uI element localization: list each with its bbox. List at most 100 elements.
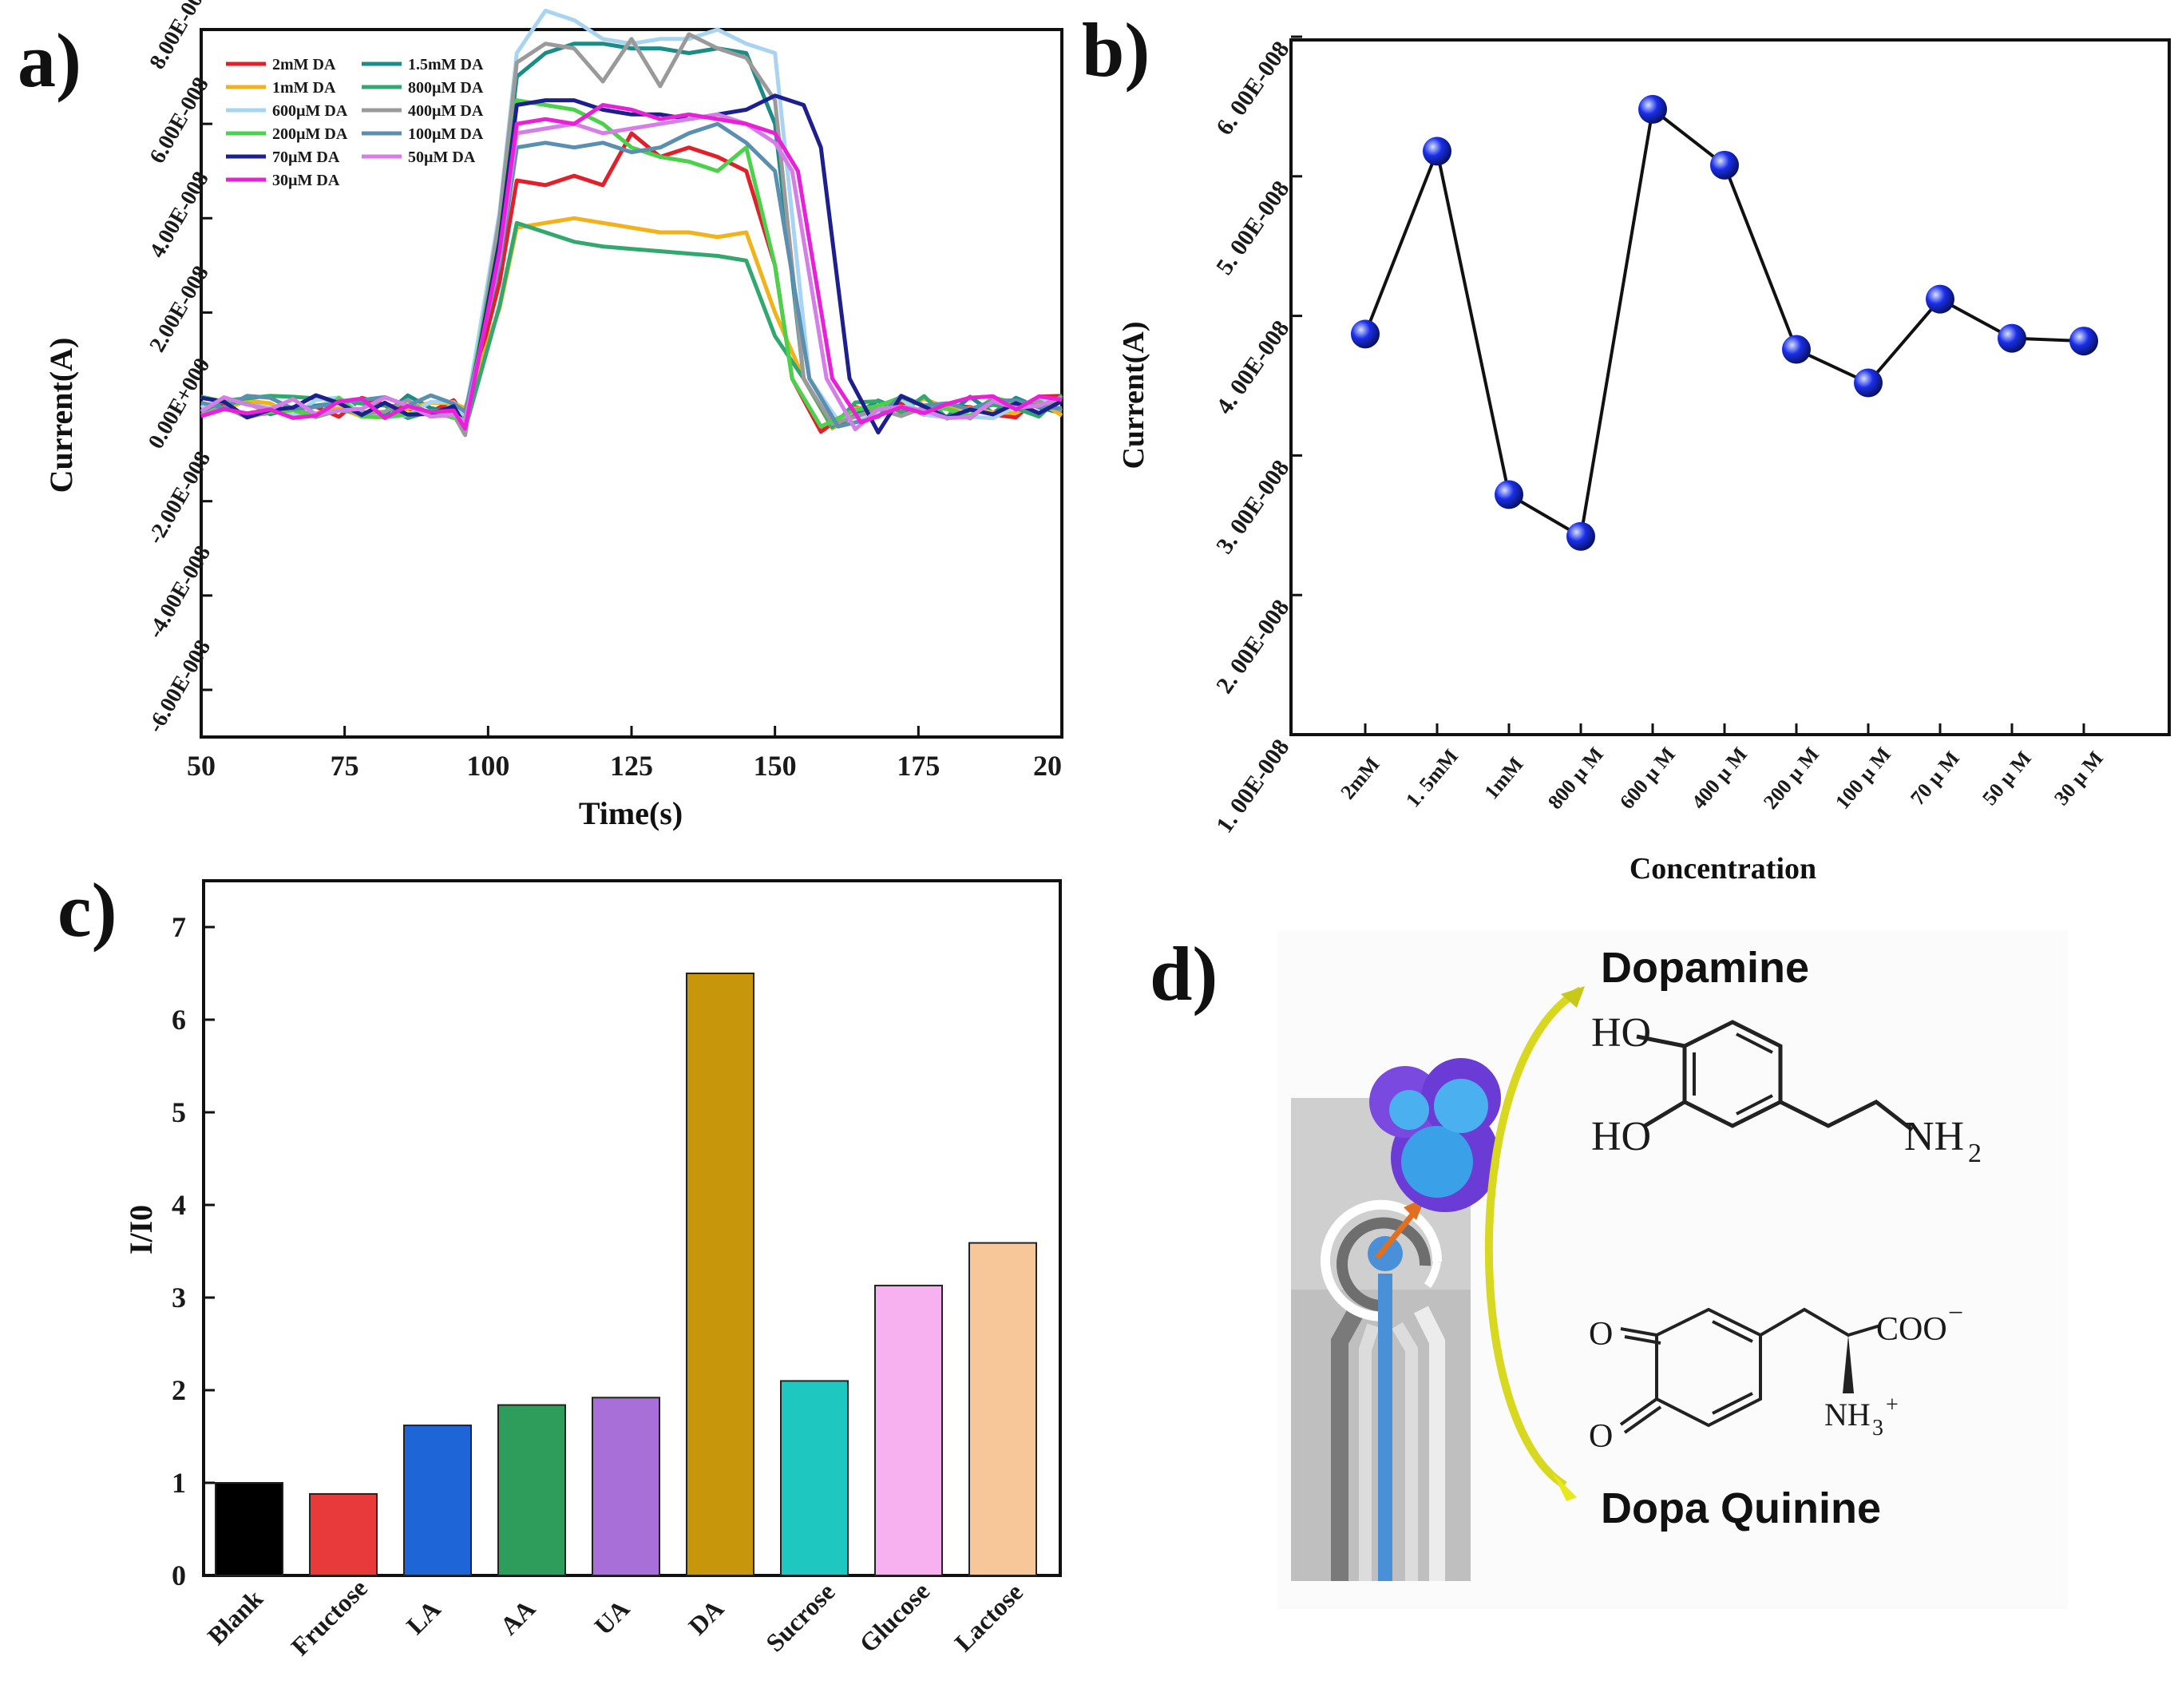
panel-c-bar (874, 1284, 943, 1577)
dopa-quinone-structure (1619, 1307, 1881, 1434)
panel-c-ylabel: I/I0 (123, 1205, 159, 1254)
panel-a: a) -6.00E-008-4.00E-008-2.00E-0080.00E+0… (18, 0, 1063, 831)
panel-b-data-point (1998, 323, 2026, 353)
panel-b-data-point (1710, 150, 1739, 180)
panel-b-xtick-label: 2mM (1336, 753, 1384, 804)
panel-b-xlabel: Concentration (1630, 852, 1816, 886)
quinone-ammonium-subscript: 3 (1872, 1416, 1883, 1441)
panel-d: d) (1150, 930, 2068, 1609)
quinone-ammonium: NH (1824, 1397, 1871, 1433)
panel-a-label: a) (18, 18, 81, 103)
dopamine-hydroxyl-1: HO (1591, 1010, 1651, 1056)
panel-c-xtick-label: Sucrose (760, 1577, 840, 1657)
panel-c-bar (497, 1404, 566, 1577)
panel-a-ytick-label: -4.00E-008 (143, 541, 216, 643)
panel-b-ylabel: Current(A) (1117, 321, 1150, 469)
panel-a-xtick-label: 100 (466, 750, 509, 782)
panel-a-series-line (200, 42, 1063, 430)
panel-c-bar (309, 1492, 378, 1577)
panel-b-xtick-label: 600 µ M (1615, 743, 1680, 814)
quinone-oxygen-1: O (1589, 1316, 1613, 1353)
dopa-quinine-name: Dopa Quinine (1601, 1484, 1881, 1532)
panel-b-data-point (1782, 335, 1811, 364)
panel-b-xtick-label: 1. 5mM (1401, 745, 1463, 812)
panel-b-label: b) (1082, 7, 1150, 93)
panel-b-xtick-label: 400 µ M (1687, 743, 1752, 814)
panel-c-bar (780, 1380, 849, 1577)
panel-a-xtick-label: 50 (187, 750, 216, 782)
arrow-head-bottom-icon (1553, 1473, 1577, 1501)
panel-a-xtick-label: 125 (610, 750, 653, 782)
panel-b-ytick-label: 1. 00E-008 (1211, 735, 1294, 838)
panel-b-data-point (1495, 480, 1523, 509)
panel-c-xtick-label: Glucose (853, 1576, 935, 1658)
panel-b-data-point (1638, 94, 1667, 124)
panel-c-ytick-label: 0 (172, 1559, 186, 1591)
panel-c-bar (215, 1482, 283, 1576)
conversion-arrow (1484, 986, 1583, 1489)
dopamine-amine-subscript: 2 (1968, 1139, 1982, 1168)
quinone-carboxylate-charge: − (1948, 1298, 1963, 1328)
panel-b-xtick-label: 800 µ M (1543, 743, 1608, 814)
panel-a-xtick-label: 175 (897, 750, 940, 782)
panel-a-legend-label: 30µM DA (272, 172, 340, 189)
panel-a-legend-label: 200µM DA (272, 125, 348, 143)
panel-c-bar (592, 1397, 660, 1577)
panel-a-xtick-label: 150 (754, 750, 797, 782)
panel-c-ytick-label: 4 (172, 1189, 186, 1221)
panel-c-bar (686, 973, 754, 1576)
panel-b-data-point (1854, 368, 1883, 398)
panel-a-ytick-label: 8.00E-008 (145, 0, 213, 73)
panel-b-data-point (2069, 327, 2098, 356)
panel-c-xtick-label: Lactose (948, 1577, 1028, 1657)
panel-b-data-point (1351, 319, 1380, 349)
panel-c-xtick-label: LA (401, 1595, 446, 1640)
panel-a-series-line (200, 8, 1063, 423)
panel-a-ylabel: Current(A) (43, 338, 79, 493)
panel-c-xtick-label: UA (588, 1594, 635, 1640)
quinone-oxygen-2: O (1589, 1418, 1613, 1455)
panel-a-legend-label: 1mM DA (272, 79, 336, 97)
panel-a-legend-label: 400µM DA (408, 102, 484, 120)
panel-a-xtick-label: 20 (1033, 750, 1062, 782)
panel-a-ytick-label: -6.00E-008 (143, 636, 216, 737)
panel-c-ytick-label: 1 (172, 1467, 186, 1499)
panel-b-xtick-label: 1mM (1479, 753, 1527, 804)
panel-b-ytick-label: 3. 00E-008 (1211, 455, 1294, 559)
panel-b-ytick-label: 5. 00E-008 (1211, 176, 1294, 280)
panel-a-ytick-label: -2.00E-008 (143, 447, 216, 549)
panel-a-ytick-label: 4.00E-008 (145, 168, 213, 263)
panel-a-legend-label: 800µM DA (408, 79, 484, 97)
panel-c-ytick-label: 3 (172, 1282, 186, 1314)
panel-a-legend-label: 600µM DA (272, 102, 348, 120)
quinone-ammonium-charge: + (1886, 1393, 1899, 1417)
panel-c-bar (403, 1425, 472, 1576)
dopamine-structure (1636, 1020, 1914, 1131)
panel-b-plot-frame (1289, 38, 2171, 736)
sensor-electrode-illustration (1291, 1058, 1501, 1581)
panel-c-xtick-label: Blank (202, 1583, 268, 1650)
panel-b-xtick-label: 50 µ M (1978, 747, 2036, 810)
panel-a-xtick-label: 75 (331, 750, 359, 782)
panel-b-data-point (1926, 284, 1954, 314)
nanoparticle-cluster-icon (1369, 1058, 1501, 1212)
panel-b-xtick-label: 100 µ M (1831, 743, 1895, 814)
panel-d-label: d) (1150, 931, 1218, 1016)
panel-c: c) 0 1 2 3 4 5 6 7 Blank Fructose LA AA UA DA Sucrose G… (57, 867, 1062, 1661)
quinone-carboxylate: COO (1876, 1311, 1947, 1348)
panel-c-ytick-label: 7 (172, 911, 186, 943)
panel-b-ytick-label: 6. 00E-008 (1211, 37, 1294, 141)
panel-a-series-line (200, 103, 1063, 431)
panel-a-legend-label: 2mM DA (272, 56, 336, 73)
panel-a-xlabel: Time(s) (579, 795, 683, 831)
panel-a-legend-label: 70µM DA (272, 149, 340, 166)
panel-c-ytick-label: 5 (172, 1096, 186, 1128)
panel-a-legend-label: 50µM DA (408, 149, 476, 166)
panel-b-xtick-label: 70 µ M (1906, 747, 1964, 810)
panel-b-ytick-label: 4. 00E-008 (1211, 315, 1294, 419)
panel-b-data-point (1423, 137, 1451, 166)
panel-c-ytick-label: 2 (172, 1374, 186, 1406)
panel-c-ytick-label: 6 (172, 1004, 186, 1036)
panel-c-bar (968, 1242, 1037, 1577)
